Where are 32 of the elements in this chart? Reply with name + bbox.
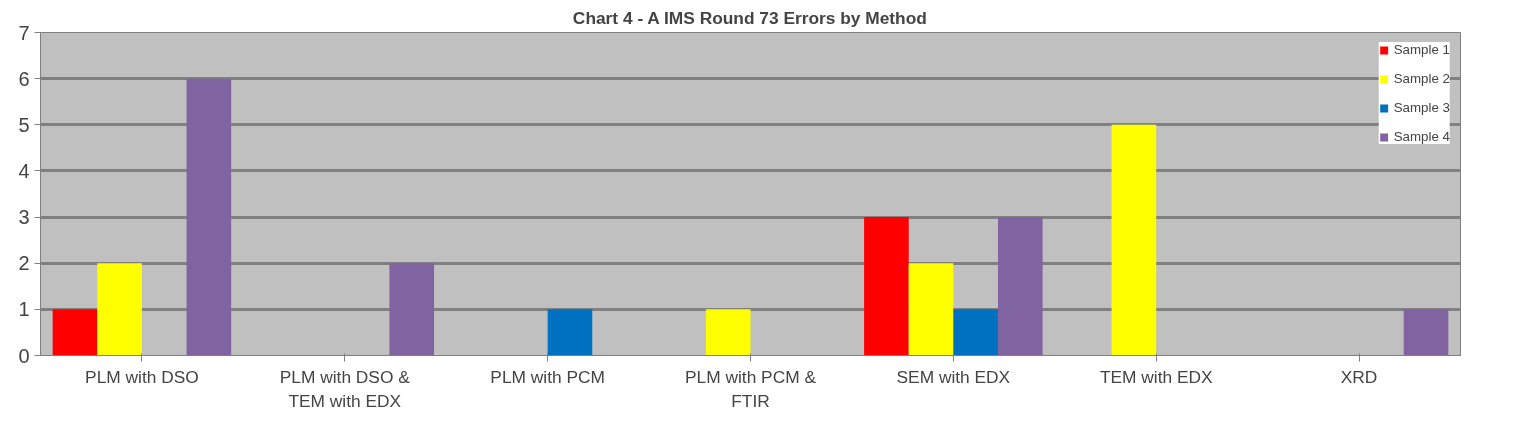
bar — [705, 309, 751, 356]
y-tick-label: 2 — [18, 252, 30, 275]
bar — [864, 217, 909, 356]
y-tick-label: 4 — [18, 159, 30, 182]
x-tick-label: PLM with PCM & FTIR — [685, 366, 817, 411]
bar — [997, 217, 1043, 356]
y-tick-label: 1 — [18, 298, 30, 321]
y-tick-label: 7 — [18, 21, 30, 44]
y-tick-label: 0 — [18, 344, 30, 367]
x-tick-label: PLM with DSO — [85, 366, 199, 387]
bar — [953, 309, 998, 356]
y-tick-label: 3 — [18, 206, 30, 229]
x-tick-label: TEM with EDX — [1099, 366, 1213, 387]
y-tick-label: 5 — [18, 113, 30, 136]
bar — [97, 263, 142, 356]
x-tick-label: SEM with EDX — [896, 366, 1011, 387]
bar — [1403, 309, 1449, 356]
x-tick-label: PLM with PCM — [490, 366, 605, 387]
y-tick-label: 6 — [18, 67, 30, 90]
legend-label: Sample 1 — [1393, 42, 1450, 57]
bar — [547, 309, 593, 356]
bar — [186, 78, 232, 356]
legend-label: Sample 3 — [1393, 100, 1450, 115]
x-tick-label: PLM with DSO & TEM with EDX — [279, 366, 411, 411]
chart-title: Chart 4 - A IMS Round 73 Errors by Method — [572, 7, 927, 28]
x-tick-label: XRD — [1340, 366, 1378, 387]
bar — [908, 263, 954, 356]
bar — [52, 309, 98, 356]
legend-label: Sample 4 — [1393, 129, 1450, 144]
legend-label: Sample 2 — [1393, 71, 1450, 86]
bar — [389, 263, 435, 356]
bar — [1111, 124, 1157, 356]
